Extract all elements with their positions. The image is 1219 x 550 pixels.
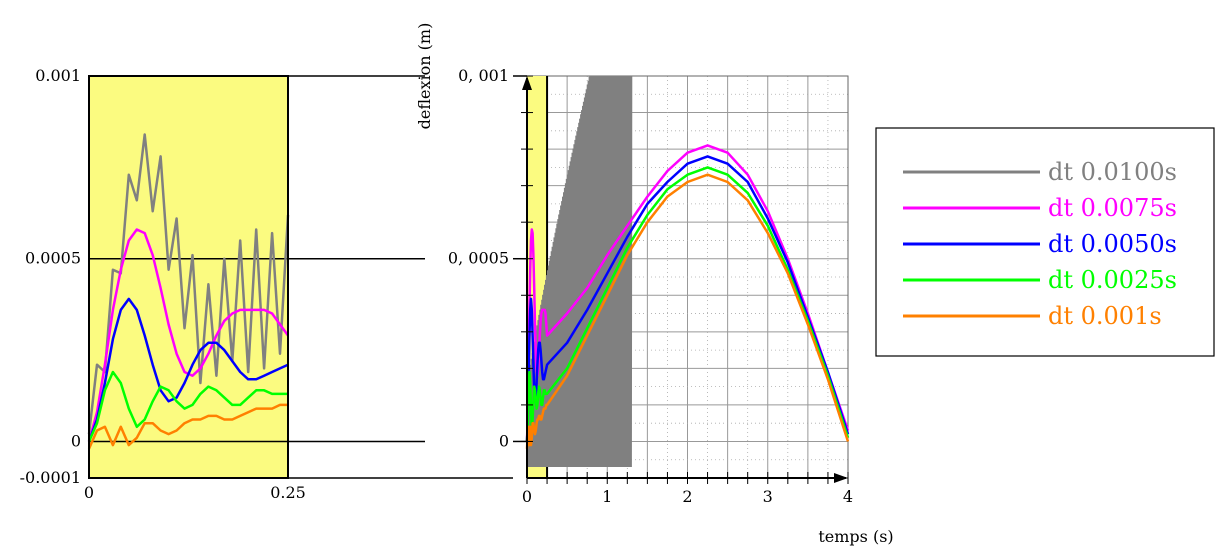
series-dt-0-001s — [525, 173, 850, 449]
y-axis-arrow — [522, 76, 532, 90]
zoom-series-dt-0-001s — [87, 403, 288, 450]
series-dt-0-0025s — [525, 166, 850, 442]
x-tick-label: 0 — [522, 487, 532, 506]
zoom-series-dt-0-0050s — [87, 297, 289, 442]
x-axis-label: temps (s) — [818, 527, 893, 546]
zoom-chart-frame — [88, 75, 289, 479]
y-tick-label: 0, 0005 — [448, 249, 509, 268]
series-dt-0-0075s — [525, 144, 850, 442]
x-tick-label: 2 — [682, 487, 692, 506]
x-axis-arrow — [834, 473, 848, 483]
legend-label: dt 0.001s — [1048, 302, 1162, 330]
zoom-y-tick-label: 0.0005 — [25, 249, 81, 268]
legend-label: dt 0.0050s — [1048, 230, 1177, 258]
axis-connectors — [288, 75, 527, 479]
zoom-x-tick-label: 0 — [84, 483, 94, 502]
legend: dt 0.0100s dt 0.0075s dt 0.0050s dt 0.0025s… — [875, 127, 1215, 357]
zoom-series-dt-0-0100s — [87, 133, 290, 435]
x-tick-label: 4 — [843, 487, 853, 506]
zoom-chart-background — [89, 76, 288, 478]
zoom-y-tick-label: -0.0001 — [20, 468, 81, 487]
zoom-x-tick-label: 0.25 — [270, 483, 306, 502]
legend-label: dt 0.0025s — [1048, 266, 1177, 294]
zoom-y-tick-label: 0.001 — [35, 66, 81, 85]
zoom-series-dt-0-0025s — [87, 370, 288, 443]
legend-label: dt 0.0100s — [1048, 158, 1177, 186]
series-dt-0-0050s — [525, 155, 850, 442]
x-tick-label: 1 — [602, 487, 612, 506]
y-tick-label: 0, 001 — [458, 66, 509, 85]
legend-box — [875, 127, 1215, 357]
zoom-y-tick-label: 0 — [71, 431, 81, 450]
x-tick-label: 3 — [763, 487, 773, 506]
legend-label: dt 0.0075s — [1048, 194, 1177, 222]
y-tick-label: 0 — [499, 431, 509, 450]
